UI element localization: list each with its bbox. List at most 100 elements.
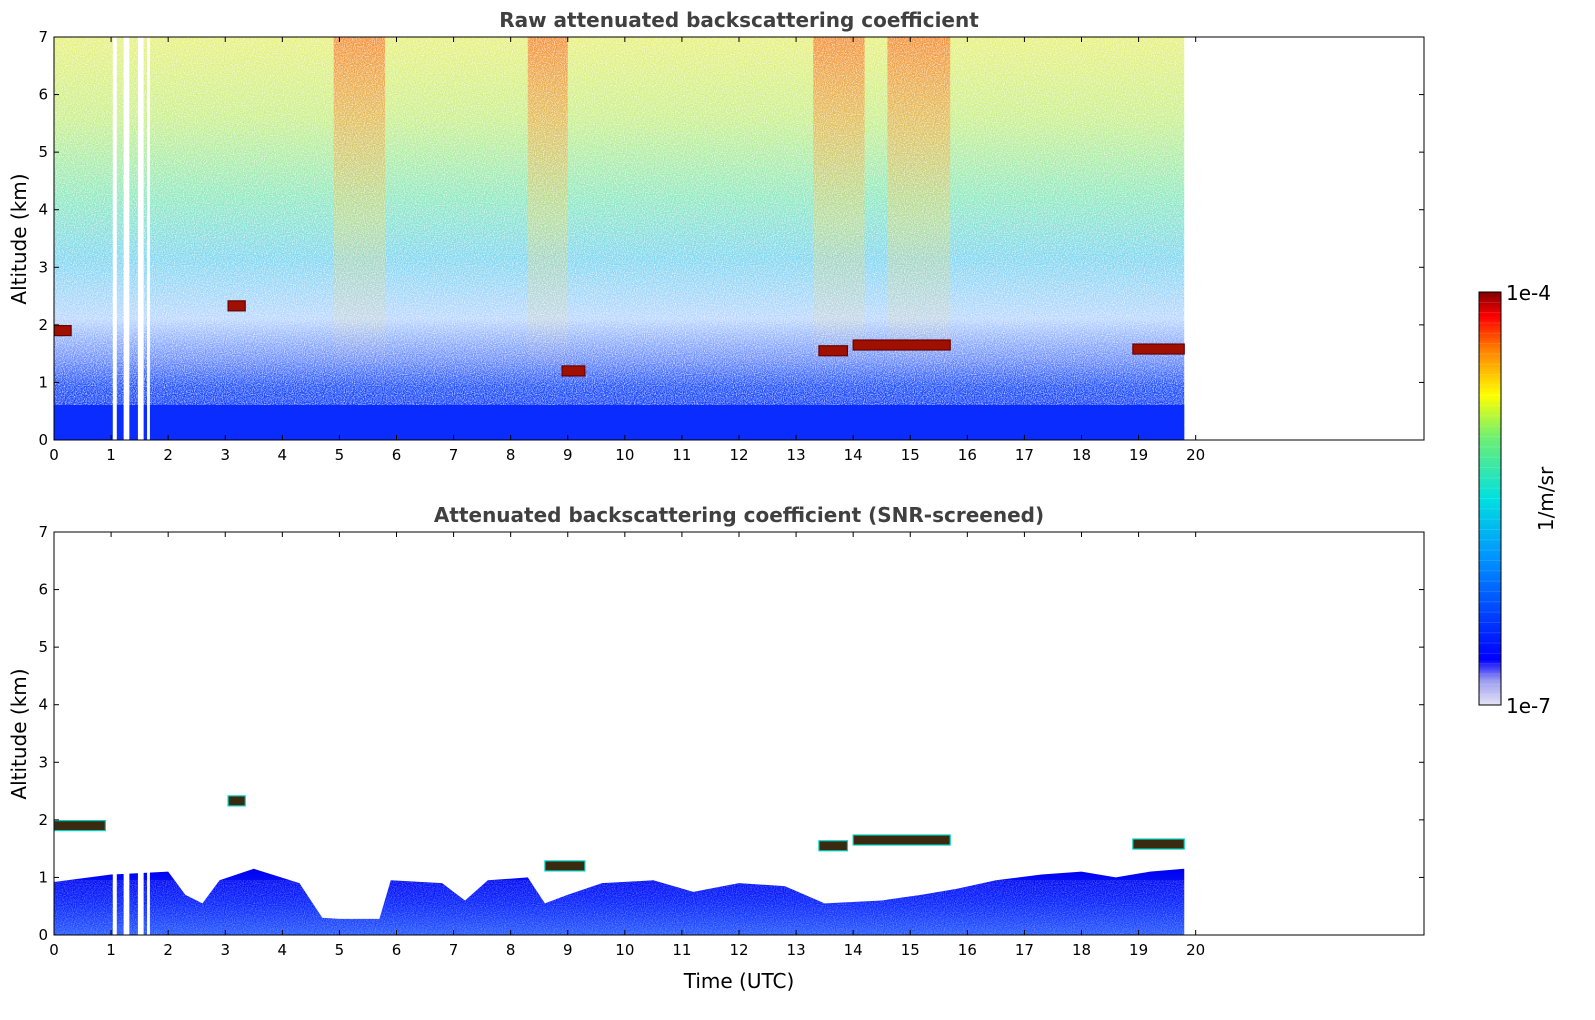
screened-heatmap — [54, 795, 1186, 935]
x-tick-label: 15 — [901, 446, 920, 464]
x-tick-label: 13 — [787, 941, 806, 959]
data-dropout — [137, 871, 144, 935]
cloud-layer — [852, 339, 951, 351]
data-dropout — [147, 37, 150, 440]
x-tick-label: 12 — [729, 941, 748, 959]
x-tick-label: 6 — [392, 941, 402, 959]
cloud-layer — [544, 860, 586, 872]
y-tick-label: 0 — [38, 431, 48, 449]
x-tick-label: 13 — [787, 446, 806, 464]
x-tick-label: 8 — [506, 446, 516, 464]
y-tick-label: 3 — [38, 753, 48, 771]
raw-heatmap — [54, 37, 1186, 440]
x-tick-label: 9 — [563, 941, 573, 959]
x-tick-label: 10 — [615, 446, 634, 464]
y-tick-label: 3 — [38, 258, 48, 276]
x-tick-label: 10 — [615, 941, 634, 959]
screened-panel-title: Attenuated backscattering coefficient (S… — [434, 503, 1044, 527]
x-tick-label: 20 — [1186, 446, 1205, 464]
x-tick-label: 19 — [1129, 941, 1148, 959]
data-dropout — [112, 871, 117, 935]
data-dropout — [137, 37, 144, 440]
x-tick-label: 2 — [163, 941, 173, 959]
y-tick-label: 2 — [38, 811, 48, 829]
y-tick-label: 4 — [38, 201, 48, 219]
x-tick-label: 3 — [220, 446, 230, 464]
y-tick-label: 5 — [38, 143, 48, 161]
x-tick-label: 17 — [1015, 446, 1034, 464]
raw-panel-title: Raw attenuated backscattering coefficien… — [499, 8, 979, 32]
x-tick-label: 7 — [449, 941, 459, 959]
x-tick-label: 2 — [163, 446, 173, 464]
x-tick-label: 12 — [729, 446, 748, 464]
colorbar-min-label: 1e-7 — [1506, 694, 1551, 718]
x-tick-label: 11 — [672, 941, 691, 959]
data-dropout — [123, 871, 130, 935]
x-tick-label: 17 — [1015, 941, 1034, 959]
colorbar-bands — [1479, 301, 1501, 696]
y-tick-label: 4 — [38, 696, 48, 714]
cloud-layer — [818, 345, 849, 357]
panel-screened: Attenuated backscattering coefficient (S… — [7, 503, 1425, 993]
panel-raw: Raw attenuated backscattering coefficien… — [7, 8, 1425, 464]
raw-dropouts — [112, 37, 150, 440]
data-dropout — [147, 871, 150, 935]
y-tick-label: 0 — [38, 926, 48, 944]
x-tick-label: 16 — [958, 941, 977, 959]
cloud-layer — [54, 820, 106, 832]
cloud-layer — [818, 840, 849, 852]
x-tick-label: 1 — [106, 941, 116, 959]
screened-noise-speckle — [54, 880, 1186, 935]
screened-cloud-layers — [54, 795, 1185, 872]
cloud-layer — [227, 795, 246, 807]
x-tick-label: 19 — [1129, 446, 1148, 464]
x-tick-label: 1 — [106, 446, 116, 464]
cloud-layer — [1132, 343, 1185, 355]
colorbar: 1e-4 1e-7 1/m/sr — [1478, 281, 1558, 718]
screened-y-axis-label: Altitude (km) — [7, 668, 31, 799]
colorbar-max-label: 1e-4 — [1506, 281, 1551, 305]
x-tick-label: 0 — [49, 941, 59, 959]
cloud-layer — [227, 300, 246, 312]
colorbar-unit-label: 1/m/sr — [1534, 466, 1558, 531]
x-tick-label: 5 — [335, 941, 345, 959]
raw-noise-speckle — [54, 37, 1186, 440]
x-tick-label: 7 — [449, 446, 459, 464]
raw-y-axis-label: Altitude (km) — [7, 173, 31, 304]
data-dropout — [112, 37, 117, 440]
x-tick-label: 4 — [278, 941, 288, 959]
y-tick-label: 5 — [38, 638, 48, 656]
x-tick-label: 14 — [844, 446, 863, 464]
colorbar-gradient — [1478, 291, 1502, 706]
x-tick-label: 6 — [392, 446, 402, 464]
x-tick-label: 0 — [49, 446, 59, 464]
y-tick-label: 6 — [38, 581, 48, 599]
x-tick-label: 16 — [958, 446, 977, 464]
cloud-layer — [852, 834, 951, 846]
y-tick-label: 1 — [38, 868, 48, 886]
y-tick-label: 7 — [38, 28, 48, 46]
x-tick-label: 11 — [672, 446, 691, 464]
cloud-layer — [1132, 838, 1185, 850]
screened-dropouts — [112, 871, 150, 935]
x-tick-label: 8 — [506, 941, 516, 959]
cloud-layer — [54, 325, 72, 337]
x-axis-label: Time (UTC) — [683, 969, 795, 993]
x-tick-label: 20 — [1186, 941, 1205, 959]
data-dropout — [123, 37, 130, 440]
raw-cloud-layers — [54, 300, 1185, 377]
x-tick-label: 18 — [1072, 941, 1091, 959]
x-tick-label: 14 — [844, 941, 863, 959]
y-tick-label: 2 — [38, 316, 48, 334]
x-tick-label: 3 — [220, 941, 230, 959]
cloud-layer — [561, 365, 586, 377]
y-tick-label: 6 — [38, 86, 48, 104]
x-tick-label: 15 — [901, 941, 920, 959]
x-tick-label: 5 — [335, 446, 345, 464]
x-tick-label: 18 — [1072, 446, 1091, 464]
x-tick-label: 9 — [563, 446, 573, 464]
y-tick-label: 1 — [38, 373, 48, 391]
